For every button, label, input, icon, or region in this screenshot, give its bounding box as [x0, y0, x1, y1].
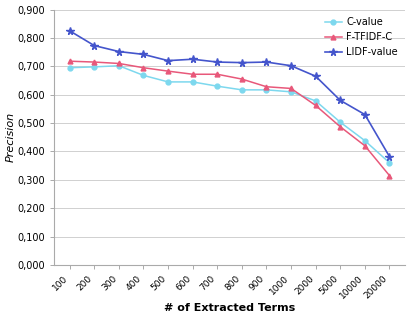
LIDF-value [166, 59, 171, 63]
F-TFIDF-C [215, 72, 220, 76]
C-value [166, 80, 171, 84]
C-value [387, 161, 392, 165]
C-value [240, 88, 245, 92]
LIDF-value [67, 29, 72, 33]
F-TFIDF-C [116, 62, 121, 65]
LIDF-value [215, 60, 220, 64]
C-value [363, 139, 367, 143]
LIDF-value [92, 44, 97, 48]
LIDF-value [363, 113, 367, 116]
LIDF-value [264, 60, 269, 64]
C-value [264, 88, 269, 92]
C-value [338, 120, 343, 124]
Y-axis label: Precision: Precision [6, 112, 16, 162]
C-value [289, 90, 293, 94]
LIDF-value [116, 50, 121, 54]
LIDF-value [387, 155, 392, 159]
F-TFIDF-C [141, 66, 146, 70]
C-value [313, 99, 318, 103]
LIDF-value [190, 57, 195, 61]
LIDF-value [141, 53, 146, 56]
C-value [116, 64, 121, 68]
F-TFIDF-C [92, 60, 97, 64]
LIDF-value [338, 99, 343, 102]
Line: C-value: C-value [67, 63, 392, 165]
F-TFIDF-C [313, 104, 318, 108]
Line: LIDF-value: LIDF-value [66, 27, 393, 160]
C-value [92, 65, 97, 69]
C-value [67, 66, 72, 70]
F-TFIDF-C [264, 85, 269, 89]
F-TFIDF-C [387, 174, 392, 177]
LIDF-value [313, 74, 318, 78]
LIDF-value [289, 64, 293, 68]
F-TFIDF-C [67, 59, 72, 63]
C-value [190, 80, 195, 84]
F-TFIDF-C [289, 86, 293, 90]
C-value [215, 84, 220, 88]
C-value [141, 73, 146, 77]
Legend: C-value, F-TFIDF-C, LIDF-value: C-value, F-TFIDF-C, LIDF-value [322, 14, 401, 60]
F-TFIDF-C [338, 125, 343, 129]
LIDF-value [240, 61, 245, 64]
F-TFIDF-C [240, 77, 245, 81]
F-TFIDF-C [190, 72, 195, 76]
Line: F-TFIDF-C: F-TFIDF-C [67, 59, 392, 178]
F-TFIDF-C [166, 69, 171, 73]
F-TFIDF-C [363, 144, 367, 148]
X-axis label: # of Extracted Terms: # of Extracted Terms [164, 303, 295, 314]
